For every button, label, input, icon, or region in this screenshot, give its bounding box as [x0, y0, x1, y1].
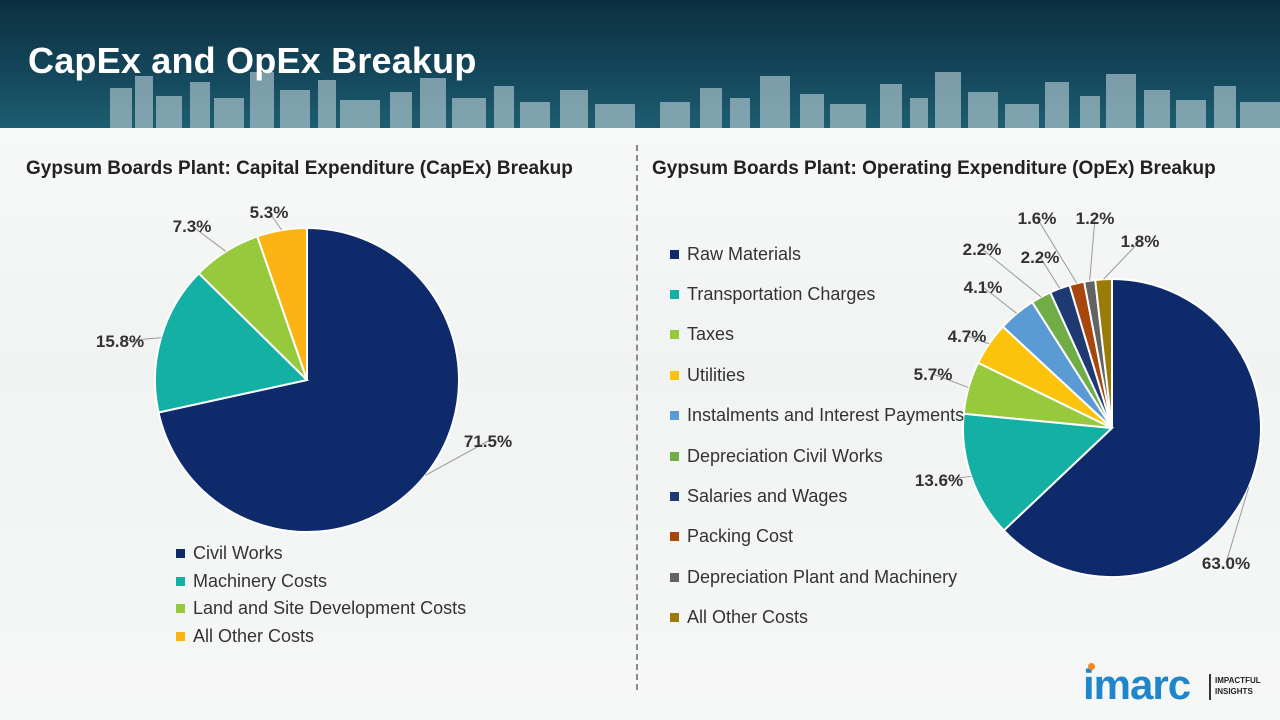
data-label: 4.7%: [948, 327, 987, 346]
legend-label: Packing Cost: [687, 526, 794, 547]
pie-slice-all-other-costs: [255, 226, 308, 381]
data-label: 5.3%: [250, 203, 289, 222]
legend-label: Depreciation Plant and Machinery: [687, 566, 958, 587]
legend-label: Transportation Charges: [687, 284, 876, 305]
legend-label: Machinery Costs: [193, 570, 328, 591]
leader-line: [191, 225, 227, 252]
leader-line: [425, 440, 489, 476]
legend-swatch: [670, 370, 679, 380]
legend-swatch: [670, 492, 679, 502]
legend-item: Salaries and Wages: [670, 476, 964, 516]
leader-line: [1036, 217, 1078, 284]
legend-item: Transportation Charges: [670, 274, 964, 314]
logo-wordmark: imarc: [1083, 661, 1191, 708]
data-label: 1.2%: [1076, 209, 1115, 228]
legend-swatch: [670, 411, 679, 421]
panel-divider: [636, 145, 638, 690]
logo-tagline: IMPACTFUL INSIGHTS: [1215, 676, 1261, 696]
leader-line: [932, 373, 969, 389]
leader-line: [119, 337, 162, 342]
data-label: 4.1%: [964, 278, 1003, 297]
legend-label: Salaries and Wages: [687, 486, 848, 507]
legend-item: All Other Costs: [670, 598, 964, 638]
header-banner: CapEx and OpEx Breakup: [0, 0, 1280, 128]
capex-legend: Civil Works Machinery Costs Land and Site …: [176, 540, 466, 650]
legend-swatch: [176, 631, 185, 641]
legend-label: Depreciation Civil Works: [687, 445, 883, 466]
legend-item: Utilities: [670, 355, 964, 395]
legend-label: Instalments and Interest Payments: [687, 405, 965, 426]
legend-swatch: [670, 451, 679, 461]
leader-line: [938, 475, 972, 481]
leader-line: [1089, 217, 1096, 281]
legend-item: Instalments and Interest Payments: [670, 396, 964, 436]
data-label: 2.2%: [1021, 248, 1060, 267]
legend-swatch: [176, 549, 185, 559]
opex-legend: Raw Materials Transportation Charges Taxes…: [670, 234, 964, 638]
legend-item: Taxes: [670, 315, 964, 355]
data-label: 13.6%: [915, 471, 963, 490]
data-label: 1.8%: [1121, 232, 1160, 251]
data-label: 7.3%: [173, 217, 212, 236]
legend-item: Land and Site Development Costs: [176, 595, 466, 623]
capex-chart-title: Gypsum Boards Plant: Capital Expenditure…: [26, 158, 573, 179]
opex-chart-title: Gypsum Boards Plant: Operating Expenditu…: [652, 158, 1216, 179]
leader-line: [966, 335, 990, 345]
legend-swatch: [670, 532, 679, 542]
legend-item: Depreciation Civil Works: [670, 436, 964, 476]
legend-item: Machinery Costs: [176, 568, 466, 596]
pie-slice-civil-works: [157, 226, 460, 533]
legend-item: Packing Cost: [670, 517, 964, 557]
leader-line: [1103, 240, 1141, 280]
imarc-logo: imarc IMPACTFUL INSIGHTS: [1083, 660, 1263, 710]
opex-pie: 63.0% 13.6% 5.7% 4.7% 4.1% 2.2% 2.2% 1.6% 1.2% 1.…: [914, 209, 1263, 578]
leader-line: [982, 286, 1018, 314]
capex-pie: 71.5% 15.8% 7.3% 5.3%: [96, 203, 512, 533]
legend-swatch: [670, 330, 679, 340]
pie-slice-machinery-costs: [154, 271, 310, 414]
logo-dot: [1088, 663, 1095, 670]
legend-swatch: [670, 290, 679, 300]
pie-slice-raw-materials: [1002, 277, 1263, 578]
leader-line: [981, 248, 1042, 298]
legend-item: Depreciation Plant and Machinery: [670, 557, 964, 597]
legend-swatch: [670, 572, 679, 582]
legend-swatch: [670, 613, 679, 623]
page-title: CapEx and OpEx Breakup: [28, 40, 477, 81]
leader-line: [268, 211, 283, 231]
data-label: 63.0%: [1202, 554, 1250, 573]
legend-label: Taxes: [687, 324, 735, 345]
pie-slice-all-other-costs: [1094, 277, 1113, 429]
legend-swatch: [176, 576, 185, 586]
data-label: 71.5%: [464, 432, 512, 451]
legend-label: All Other Costs: [193, 625, 315, 646]
data-label: 5.7%: [914, 365, 953, 384]
leader-line: [1039, 256, 1061, 289]
legend-swatch: [176, 604, 185, 614]
legend-swatch: [670, 249, 679, 259]
data-label: 15.8%: [96, 332, 144, 351]
legend-label: Utilities: [687, 364, 746, 385]
legend-label: Land and Site Development Costs: [193, 598, 467, 619]
data-label: 2.2%: [963, 240, 1002, 259]
legend-label: Raw Materials: [687, 243, 802, 264]
logo-separator: [1209, 674, 1211, 700]
data-label: 1.6%: [1018, 209, 1057, 228]
legend-label: All Other Costs: [687, 607, 809, 628]
skyline-graphic: [110, 72, 1280, 128]
legend-item: All Other Costs: [176, 623, 466, 651]
leader-line: [1225, 486, 1250, 564]
pie-slice-transportation-charges: [962, 412, 1115, 532]
legend-item: Civil Works: [176, 540, 466, 568]
legend-label: Civil Works: [193, 543, 283, 564]
legend-item: Raw Materials: [670, 234, 964, 274]
